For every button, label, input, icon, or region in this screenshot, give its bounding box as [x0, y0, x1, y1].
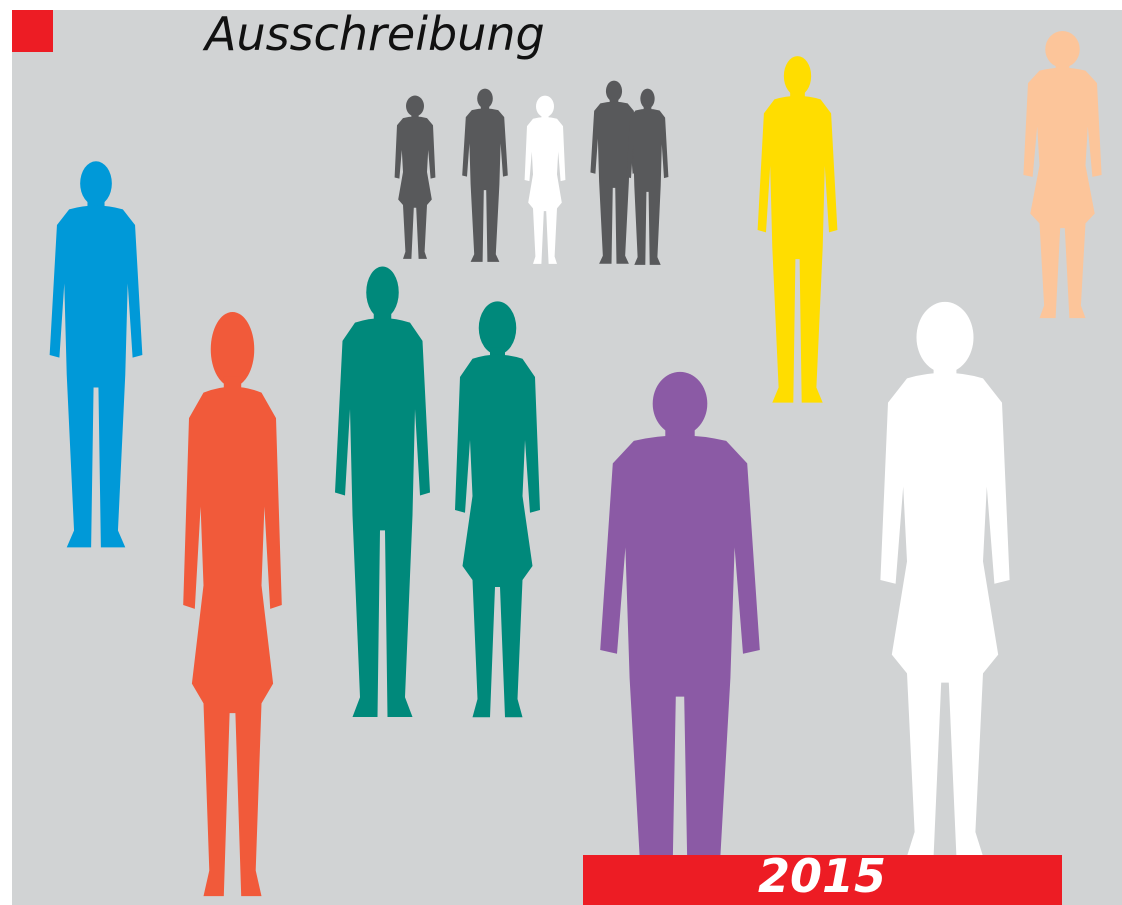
title: Ausschreibung: [202, 7, 545, 61]
year: 2015: [758, 849, 886, 903]
red-square: [12, 10, 53, 52]
page: Ausschreibung 2015 (() => { const data =…: [0, 0, 1122, 905]
poster: Ausschreibung 2015: [0, 0, 1122, 905]
